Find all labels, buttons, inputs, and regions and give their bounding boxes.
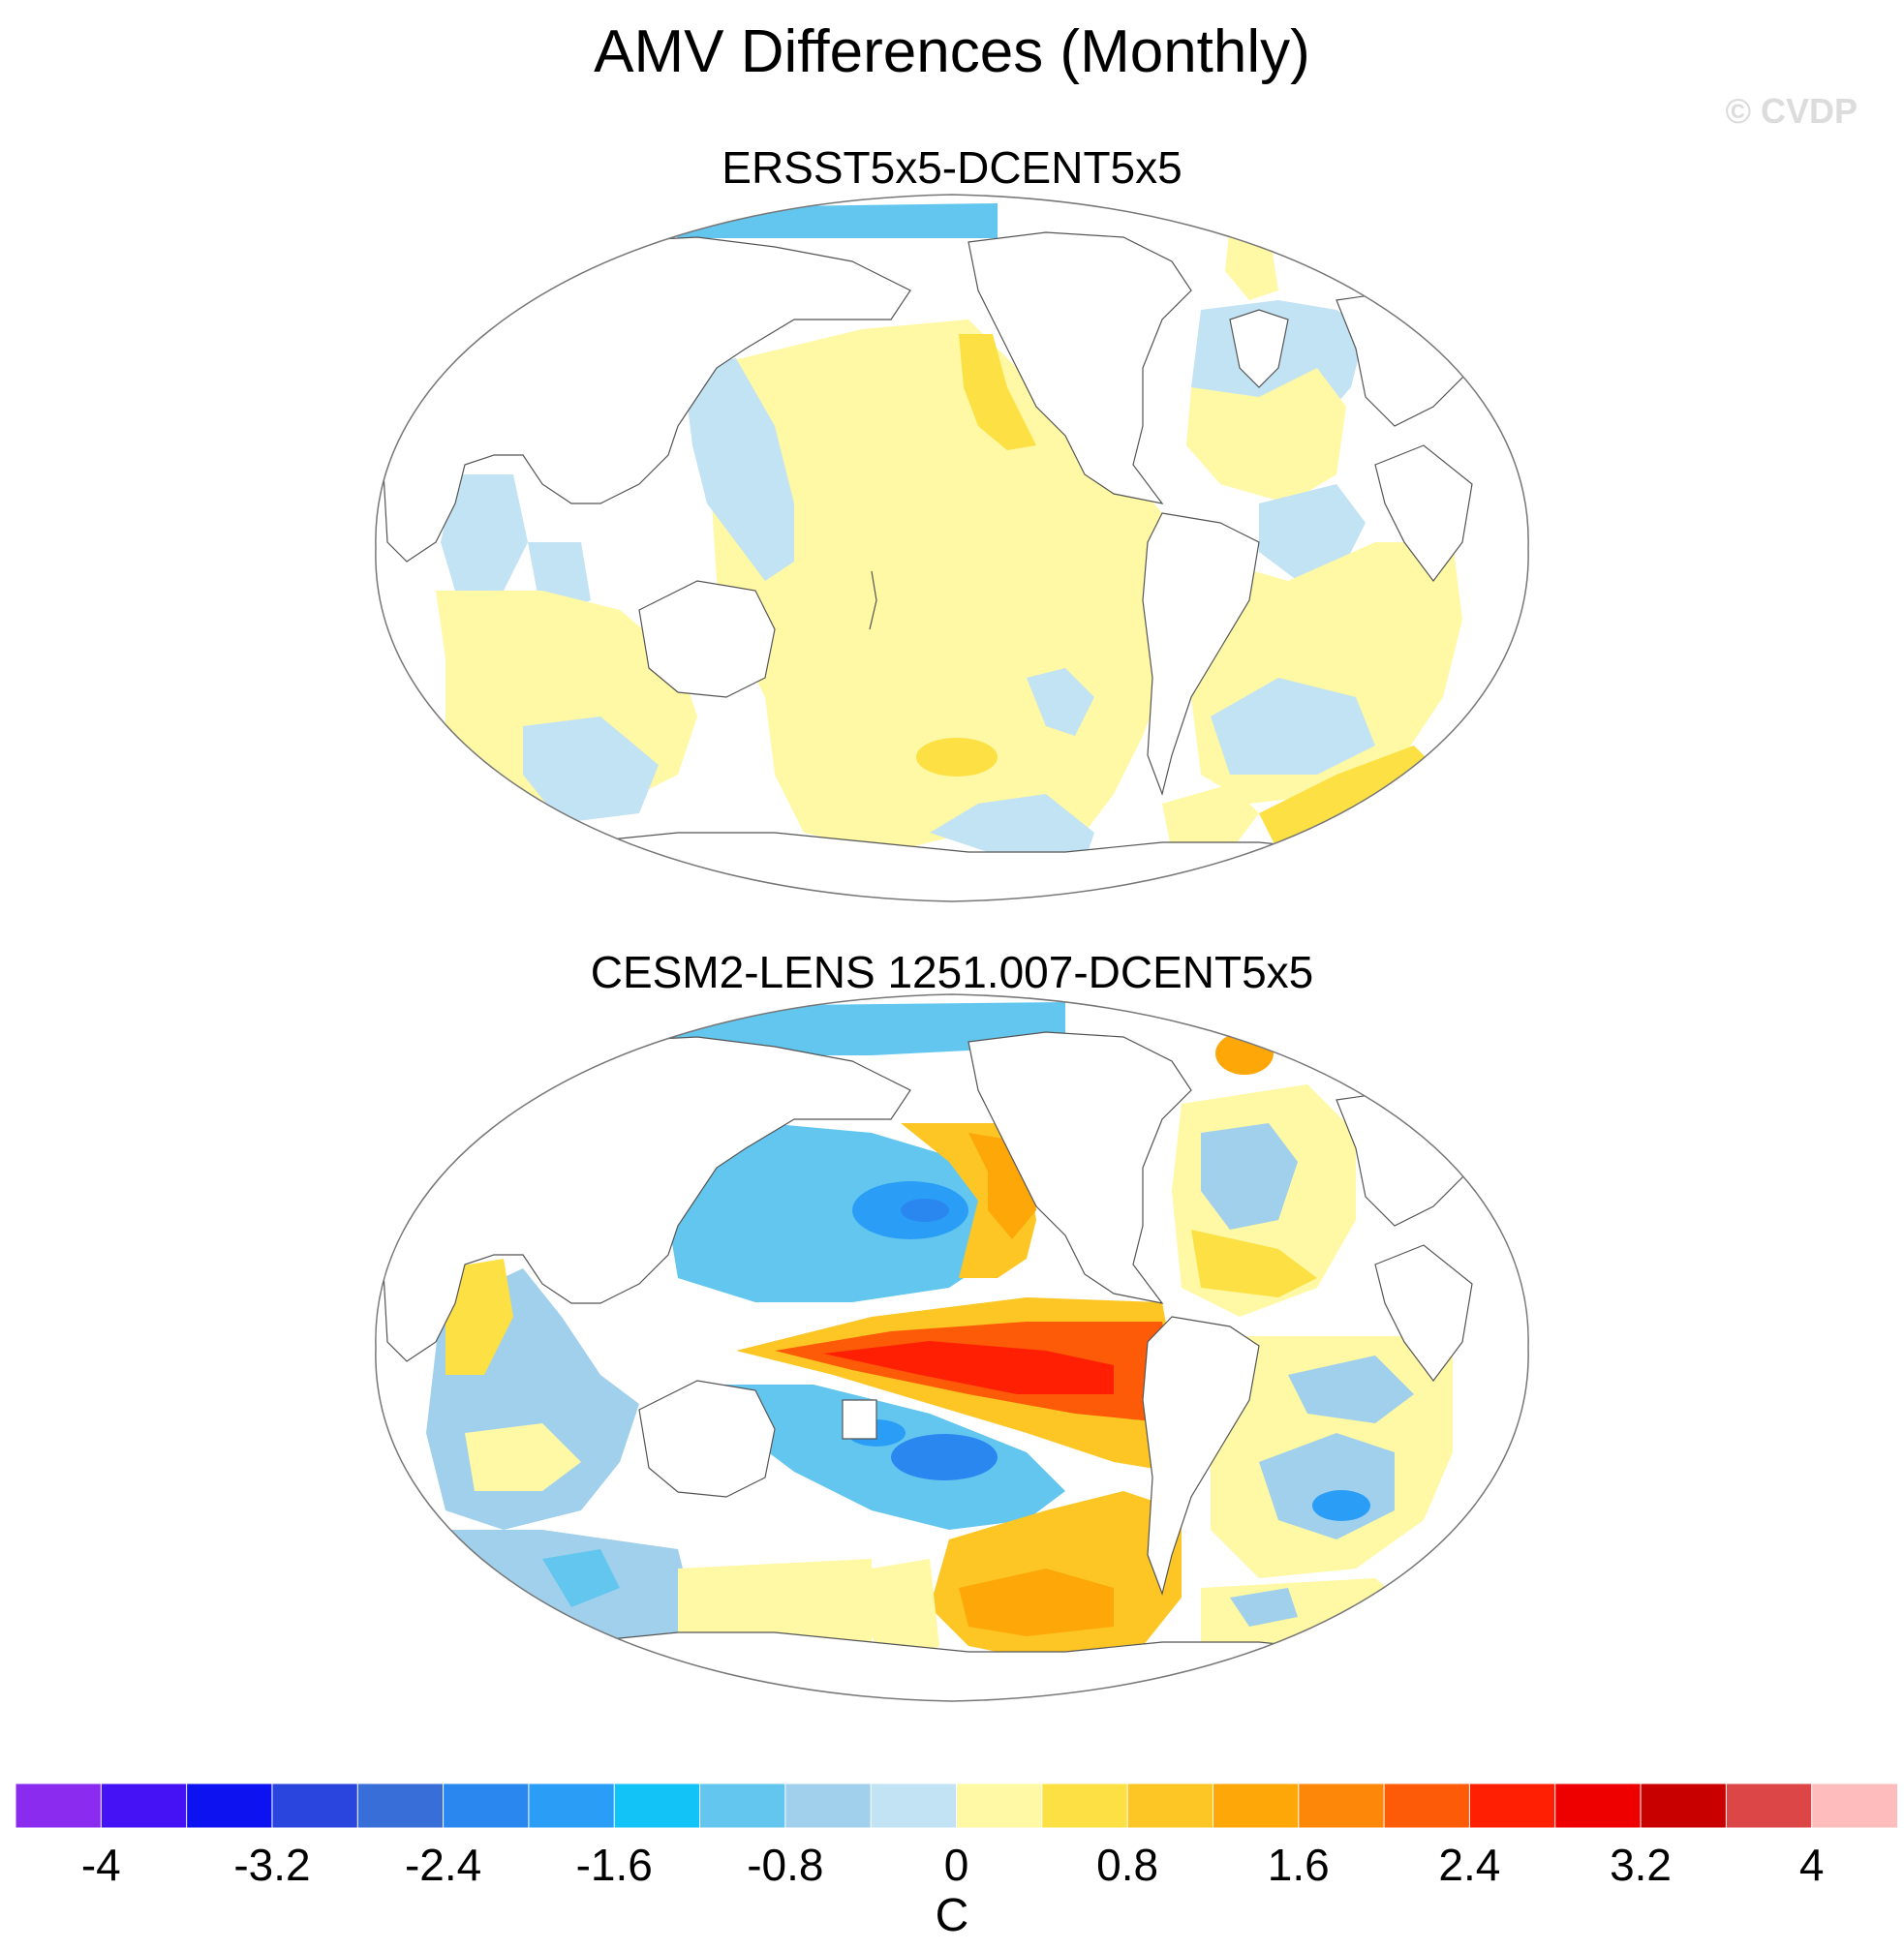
colorbar-box [186,1782,273,1829]
colorbar-tick-label: 4 [1799,1840,1825,1890]
colorbar-tick-label: -0.8 [747,1840,823,1890]
colorbar-ticks: -4 -3.2 -2.4 -1.6 -0.8 0 0.8 1.6 2.4 3.2 4 [81,1840,1825,1890]
colorbar-box [613,1782,701,1829]
panel-2-title: CESM2-LENS 1251.007-DCENT5x5 [590,947,1314,997]
watermark: © CVDP [1725,91,1858,131]
colorbar-tick-label: 0.8 [1096,1840,1158,1890]
p2-region-nw-pacific [668,1123,1007,1302]
colorbar-tick-label: 3.2 [1610,1840,1672,1890]
colorbar-tick-label: 1.6 [1268,1840,1330,1890]
colorbar-unit-label: C [936,1890,969,1941]
colorbar-box [100,1782,188,1829]
panel-2-sst-field [426,1002,1453,1685]
colorbar-box [1041,1782,1129,1829]
colorbar-box [956,1782,1043,1829]
figure-title: AMV Differences (Monthly) [594,18,1310,85]
p1-region-nw-pacific [683,358,794,581]
panel-1-land [382,231,1512,901]
colorbar-box [528,1782,616,1829]
panel-1-title: ERSST5x5-DCENT5x5 [722,142,1182,193]
colorbar-box [1212,1782,1300,1829]
colorbar-tick-label: -3.2 [233,1840,310,1890]
colorbar-box [784,1782,873,1829]
colorbar-box [1811,1782,1899,1829]
colorbar-box [1725,1782,1813,1829]
colorbar-box [699,1782,786,1829]
panel-2-land [382,1031,1512,1701]
colorbar-box [271,1782,359,1829]
colorbar-box [443,1782,530,1829]
colorbar [15,1782,1899,1829]
p1-region-arctic [639,203,998,238]
colorbar-tick-label: 0 [944,1840,969,1890]
colorbar-box [1640,1782,1728,1829]
colorbar-tick-label: -4 [81,1840,121,1890]
colorbar-tick-label: -1.6 [576,1840,653,1890]
panel-1-map [375,194,1529,902]
colorbar-tick-label: -2.4 [405,1840,481,1890]
colorbar-box [1554,1782,1643,1829]
colorbar-box [15,1782,103,1829]
panel-2-map [375,993,1529,1702]
colorbar-box [356,1782,445,1829]
colorbar-box [1298,1782,1386,1829]
colorbar-box [1383,1782,1471,1829]
colorbar-box [1468,1782,1556,1829]
colorbar-tick-label: 2.4 [1438,1840,1500,1890]
colorbar-box [1126,1782,1214,1829]
p1-region-ne-pacific [959,334,1036,450]
colorbar-box [870,1782,958,1829]
